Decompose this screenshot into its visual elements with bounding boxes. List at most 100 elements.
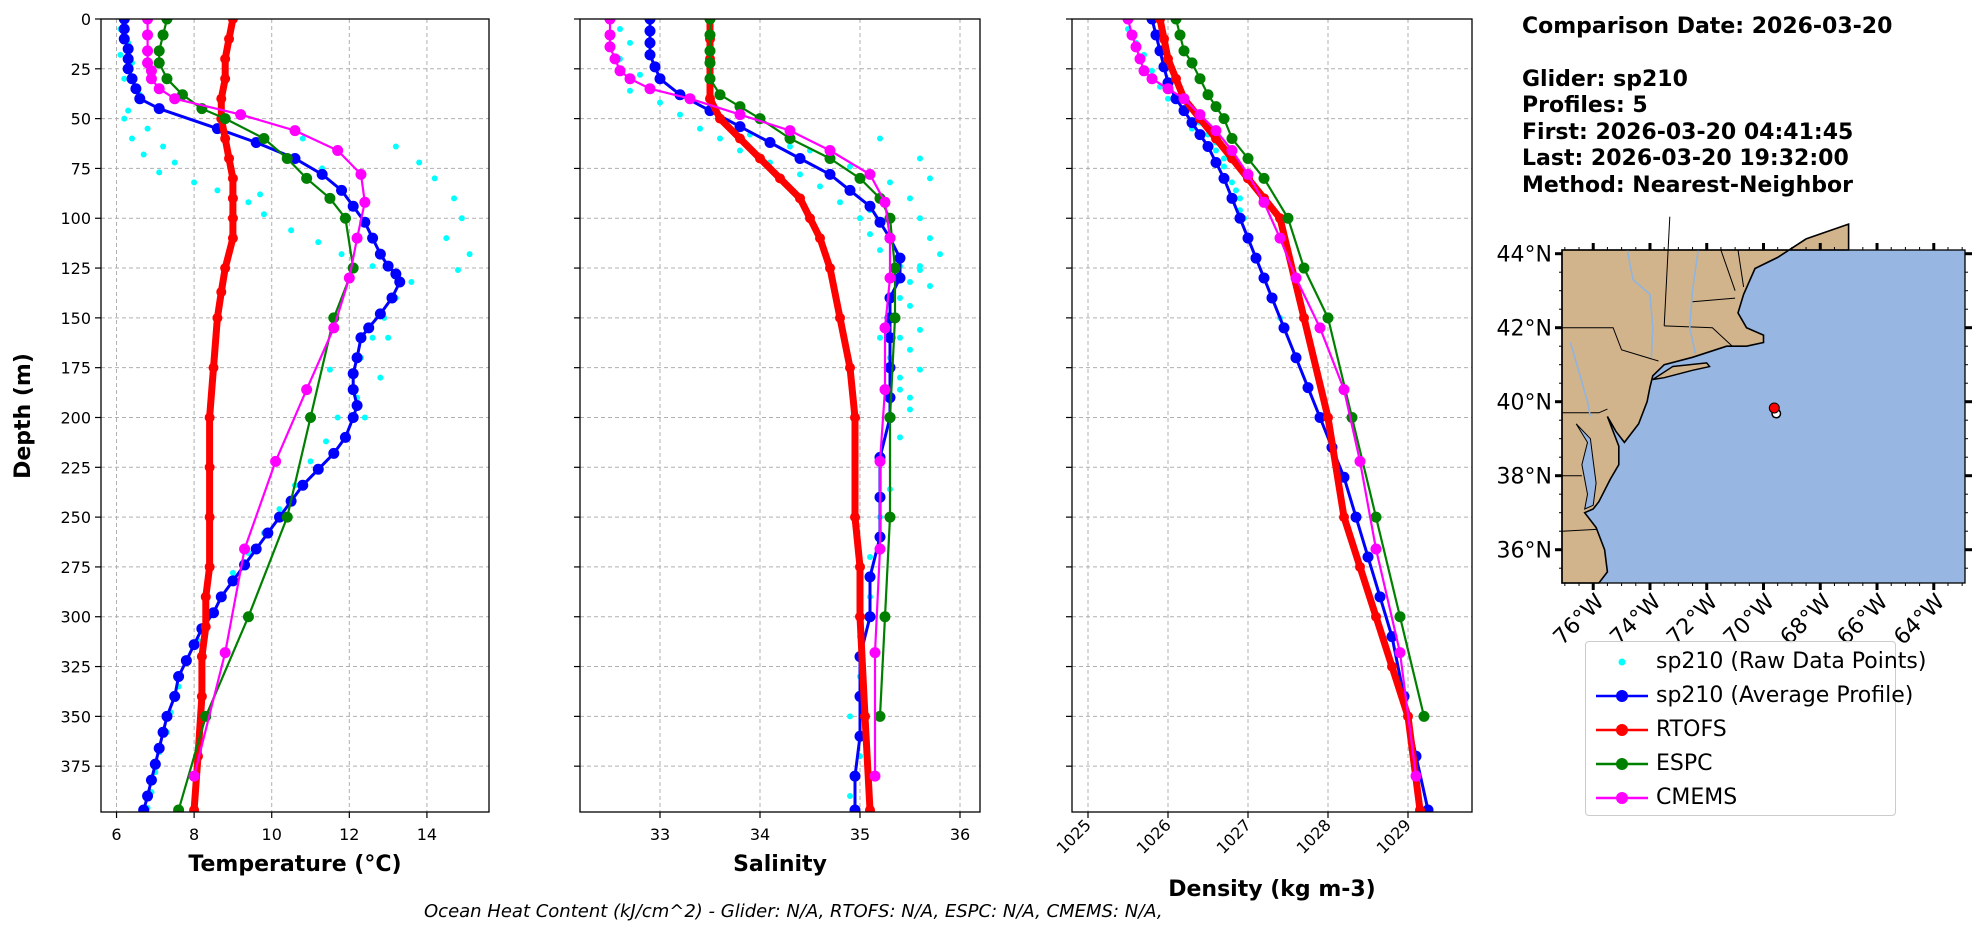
legend-swatch bbox=[1596, 724, 1648, 736]
raw-data-point bbox=[637, 71, 643, 78]
series-point bbox=[339, 431, 351, 443]
raw-data-point bbox=[431, 175, 438, 182]
series-point bbox=[849, 804, 861, 812]
series-point bbox=[355, 168, 367, 180]
series-point bbox=[149, 758, 161, 770]
series-point bbox=[864, 200, 876, 212]
series-point bbox=[884, 511, 896, 523]
plot-area bbox=[1122, 19, 1434, 812]
state-border bbox=[1562, 327, 1659, 362]
series-point bbox=[805, 213, 815, 224]
series-point bbox=[242, 611, 254, 623]
map-lat-label: 44°N bbox=[1497, 243, 1552, 268]
series-point bbox=[1134, 53, 1146, 65]
y-tick-label: 125 bbox=[60, 259, 91, 278]
series-point bbox=[169, 690, 181, 702]
series-point bbox=[874, 455, 886, 467]
raw-data-point bbox=[917, 215, 923, 222]
x-axis-label: Density (kg m-3) bbox=[1168, 877, 1376, 902]
series-point bbox=[208, 362, 219, 373]
series-point bbox=[609, 53, 621, 65]
series-point bbox=[1226, 133, 1238, 145]
series-point bbox=[328, 322, 340, 334]
legend-dot bbox=[1618, 658, 1626, 666]
profile-panel-3: 1025 1026 1027 1028 1029 Density (kg m-3) bbox=[1053, 18, 1473, 902]
series-point bbox=[824, 168, 836, 180]
series-point bbox=[227, 575, 239, 587]
series-point bbox=[884, 411, 896, 423]
raw-data-point bbox=[315, 239, 322, 246]
axes-frame bbox=[1071, 18, 1473, 813]
series-point bbox=[775, 173, 785, 184]
series-line-cmems bbox=[1126, 19, 1418, 777]
series-point bbox=[889, 312, 901, 324]
comparison-date: Comparison Date: 2026-03-20 bbox=[1522, 14, 1893, 39]
x-tick-label: 6 bbox=[111, 825, 121, 844]
raw-data-point bbox=[907, 279, 913, 286]
series-point bbox=[1242, 232, 1254, 244]
series-point bbox=[1194, 73, 1206, 85]
series-point bbox=[235, 109, 247, 121]
y-tick-label: 75 bbox=[71, 159, 91, 178]
x-tick-label: 8 bbox=[189, 825, 199, 844]
raw-data-point bbox=[837, 199, 843, 206]
legend: sp210 (Raw Data Points) sp210 (Average Pr… bbox=[1585, 641, 1926, 816]
series-point bbox=[126, 73, 138, 85]
raw-data-point bbox=[214, 187, 221, 194]
raw-data-point bbox=[121, 75, 128, 82]
raw-data-point bbox=[307, 458, 314, 465]
series-point bbox=[704, 45, 716, 57]
chesapeake-bay bbox=[1575, 423, 1597, 510]
raw-data-point bbox=[1233, 187, 1239, 194]
y-tick-label: 300 bbox=[60, 608, 91, 627]
y-tick-label: 25 bbox=[71, 60, 91, 79]
legend-swatch bbox=[1618, 658, 1626, 666]
method: Method: Nearest-Neighbor bbox=[1522, 172, 1853, 198]
raw-data-point bbox=[458, 215, 465, 222]
legend-label: sp210 (Raw Data Points) bbox=[1656, 649, 1927, 674]
x-tick-label: 34 bbox=[750, 825, 770, 844]
y-tick-label: 0 bbox=[81, 10, 91, 29]
series-point bbox=[649, 61, 661, 73]
series-point bbox=[153, 57, 165, 69]
series-point bbox=[1150, 29, 1162, 41]
series-point bbox=[386, 292, 398, 304]
series-point bbox=[273, 511, 285, 523]
series-point bbox=[860, 711, 870, 722]
raw-data-point bbox=[907, 195, 913, 202]
raw-data-point bbox=[877, 247, 883, 254]
series-point bbox=[734, 101, 746, 113]
raw-data-point bbox=[897, 374, 903, 381]
raw-data-point bbox=[937, 251, 943, 258]
series-point bbox=[1242, 152, 1254, 164]
raw-data-point bbox=[917, 155, 923, 162]
series-point bbox=[122, 43, 134, 55]
series-point bbox=[173, 804, 185, 812]
raw-data-point bbox=[867, 553, 873, 560]
series-point bbox=[604, 19, 616, 25]
raw-data-point bbox=[257, 191, 264, 198]
series-point bbox=[1194, 129, 1206, 141]
raw-data-point bbox=[156, 169, 163, 176]
series-point bbox=[869, 647, 881, 659]
y-tick-label: 350 bbox=[60, 707, 91, 726]
raw-data-point bbox=[334, 414, 341, 421]
series-point bbox=[1323, 412, 1333, 423]
series-point bbox=[604, 41, 616, 53]
series-point bbox=[1146, 19, 1158, 25]
series-point bbox=[654, 73, 666, 85]
series-point bbox=[188, 639, 200, 651]
series-point bbox=[227, 19, 238, 24]
series-point bbox=[224, 153, 235, 164]
series-point bbox=[347, 384, 359, 396]
map-lat-label: 38°N bbox=[1497, 465, 1552, 490]
series-point bbox=[374, 308, 386, 320]
series-point bbox=[874, 543, 886, 555]
y-tick-label: 100 bbox=[60, 209, 91, 228]
series-point bbox=[142, 790, 154, 802]
raw-data-point bbox=[416, 159, 423, 166]
legend-swatch bbox=[1596, 758, 1648, 770]
series-point bbox=[180, 655, 192, 667]
series-point bbox=[312, 463, 324, 475]
last-time: Last: 2026-03-20 19:32:00 bbox=[1522, 146, 1849, 171]
